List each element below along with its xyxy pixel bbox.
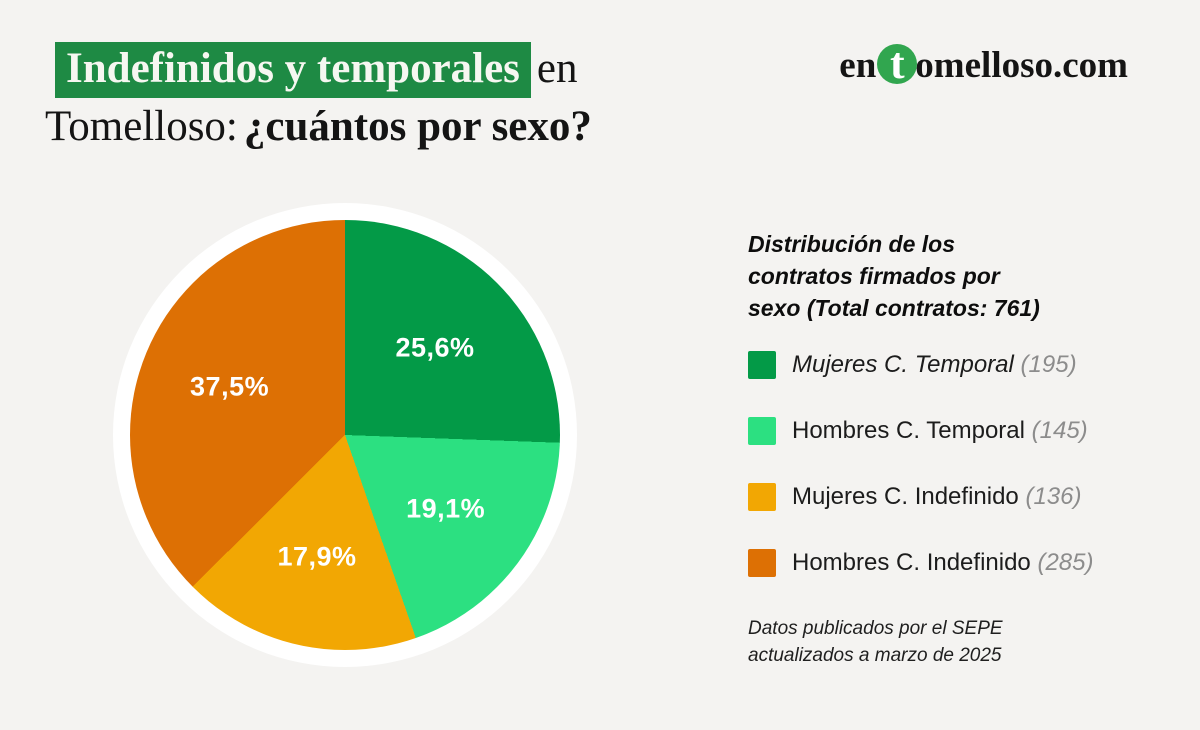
legend-label: Hombres C. Indefinido (285) bbox=[792, 549, 1094, 576]
pie-chart-ring: 25,6% 19,1% 17,9% 37,5% bbox=[113, 203, 577, 667]
legend-label: Mujeres C. Temporal (195) bbox=[792, 351, 1077, 378]
legend-swatch bbox=[748, 417, 776, 445]
pie-slice-label: 37,5% bbox=[190, 371, 270, 402]
title-rest: en bbox=[536, 45, 578, 92]
pie-slice-label: 19,1% bbox=[406, 493, 486, 524]
logo-suffix: omelloso.com bbox=[915, 45, 1128, 86]
pie-slice-label: 25,6% bbox=[395, 332, 475, 363]
site-logo: en t omelloso.com bbox=[839, 38, 1128, 88]
title-line2-regular: Tomelloso: bbox=[45, 103, 238, 150]
logo-circle-icon: t bbox=[877, 38, 918, 88]
title-line-2: Tomelloso: ¿cuántos por sexo? bbox=[45, 100, 592, 154]
logo-letter-t: t bbox=[889, 38, 905, 88]
chart-title-line: contratos firmados por bbox=[748, 263, 1000, 289]
legend-count: (195) bbox=[1020, 351, 1077, 378]
legend-item: Hombres C. Temporal (145) bbox=[748, 417, 1148, 445]
legend-swatch bbox=[748, 351, 776, 379]
legend-item: Mujeres C. Indefinido (136) bbox=[748, 483, 1148, 511]
legend-item: Mujeres C. Temporal (195) bbox=[748, 351, 1148, 379]
chart-legend: Mujeres C. Temporal (195) Hombres C. Temp… bbox=[748, 351, 1148, 577]
pie-chart: 25,6% 19,1% 17,9% 37,5% bbox=[130, 220, 560, 650]
legend-count: (285) bbox=[1037, 549, 1094, 576]
source-note: Datos publicados por el SEPE actualizados… bbox=[748, 615, 1148, 669]
pie-slice-label: 17,9% bbox=[277, 541, 357, 572]
legend-label: Mujeres C. Indefinido (136) bbox=[792, 483, 1082, 510]
legend-item: Hombres C. Indefinido (285) bbox=[748, 549, 1148, 577]
page-title: Indefinidos y temporales en Tomelloso: ¿cu… bbox=[45, 42, 592, 154]
title-line2-bold: ¿cuántos por sexo? bbox=[243, 103, 592, 150]
source-note-line: Datos publicados por el SEPE bbox=[748, 618, 1003, 639]
legend-count: (145) bbox=[1031, 417, 1088, 444]
title-line-1: Indefinidos y temporales en bbox=[45, 42, 592, 98]
legend-swatch bbox=[748, 549, 776, 577]
logo-prefix: en bbox=[839, 45, 877, 86]
legend-count: (136) bbox=[1025, 483, 1082, 510]
chart-title-line: sexo (Total contratos: 761) bbox=[748, 295, 1040, 321]
legend-label: Hombres C. Temporal (145) bbox=[792, 417, 1088, 444]
chart-title-line: Distribución de los bbox=[748, 231, 956, 257]
source-note-line: actualizados a marzo de 2025 bbox=[748, 645, 1002, 666]
chart-title: Distribución de los contratos firmados po… bbox=[748, 228, 1148, 324]
legend-swatch bbox=[748, 483, 776, 511]
title-highlight: Indefinidos y temporales bbox=[55, 42, 531, 98]
chart-side-panel: Distribución de los contratos firmados po… bbox=[748, 228, 1148, 669]
